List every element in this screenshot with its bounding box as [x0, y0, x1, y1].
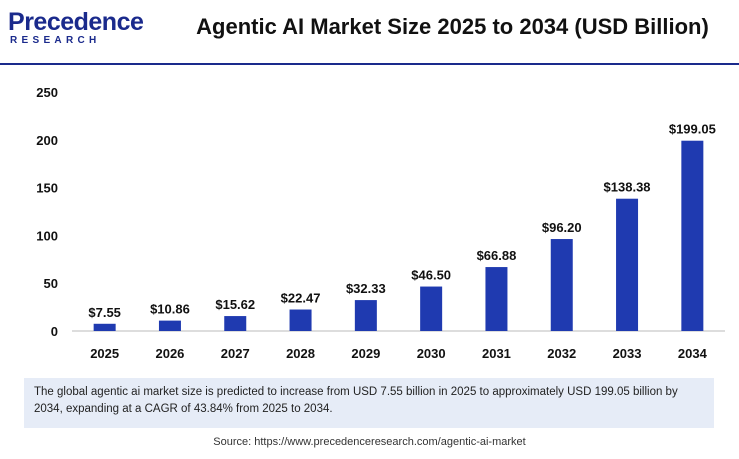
bar-2029	[354, 300, 377, 331]
bar-2032	[550, 239, 573, 331]
y-tick-label: 150	[36, 181, 58, 196]
x-tick-label-2026: 2026	[155, 346, 184, 361]
x-tick-label-2033: 2033	[613, 346, 642, 361]
data-label-2025: $7.55	[88, 305, 121, 320]
chart-area: 0 50 100 150 200 250 $7.55 2025 $10.86 2026 $15.62…	[0, 66, 739, 376]
y-tick-label: 100	[36, 228, 58, 243]
precedence-research-logo[interactable]: Precedence RESEARCH	[8, 8, 144, 50]
y-tick-label: 50	[44, 276, 58, 291]
data-label-2030: $46.50	[411, 268, 451, 283]
data-label-2031: $66.88	[477, 248, 517, 263]
source-note: Source: https://www.precedenceresearch.c…	[213, 436, 526, 448]
y-tick-label: 200	[36, 133, 58, 148]
logo-wordmark: Precedence	[8, 8, 144, 36]
bar-2031	[485, 267, 508, 331]
data-label-2029: $32.33	[346, 281, 386, 296]
bar-2033	[616, 198, 639, 331]
bar-2030	[420, 286, 443, 331]
logo-subtitle: RESEARCH	[10, 35, 101, 46]
bar-2025	[93, 323, 116, 331]
x-tick-label-2030: 2030	[417, 346, 446, 361]
logo-name: recedence	[24, 8, 144, 36]
bar-2027	[224, 316, 247, 331]
bar-2026	[158, 320, 181, 331]
logo-initial: P	[8, 8, 25, 36]
bar-chart: 0 50 100 150 200 250 $7.55 2025 $10.86 2026 $15.62…	[36, 85, 725, 361]
data-label-2033: $138.38	[604, 180, 651, 195]
x-tick-label-2034: 2034	[678, 346, 708, 361]
y-tick-label: 0	[51, 324, 58, 339]
x-tick-label-2029: 2029	[351, 346, 380, 361]
x-tick-label-2028: 2028	[286, 346, 315, 361]
chart-title: Agentic AI Market Size 2025 to 2034 (USD…	[196, 14, 709, 39]
bar-2034	[681, 140, 704, 331]
x-tick-label-2027: 2027	[221, 346, 250, 361]
data-label-2034: $199.05	[669, 122, 716, 137]
x-tick-label-2031: 2031	[482, 346, 511, 361]
x-tick-label-2032: 2032	[547, 346, 576, 361]
data-label-2026: $10.86	[150, 302, 190, 317]
chart-caption: The global agentic ai market size is pre…	[24, 378, 714, 428]
y-tick-label: 250	[36, 85, 58, 100]
bar-2028	[289, 309, 312, 331]
header-divider	[0, 63, 739, 65]
x-tick-label-2025: 2025	[90, 346, 119, 361]
data-label-2027: $15.62	[215, 297, 255, 312]
header: Precedence RESEARCH Agentic AI Market Si…	[0, 0, 739, 62]
data-label-2032: $96.20	[542, 220, 582, 235]
data-label-2028: $22.47	[281, 291, 321, 306]
